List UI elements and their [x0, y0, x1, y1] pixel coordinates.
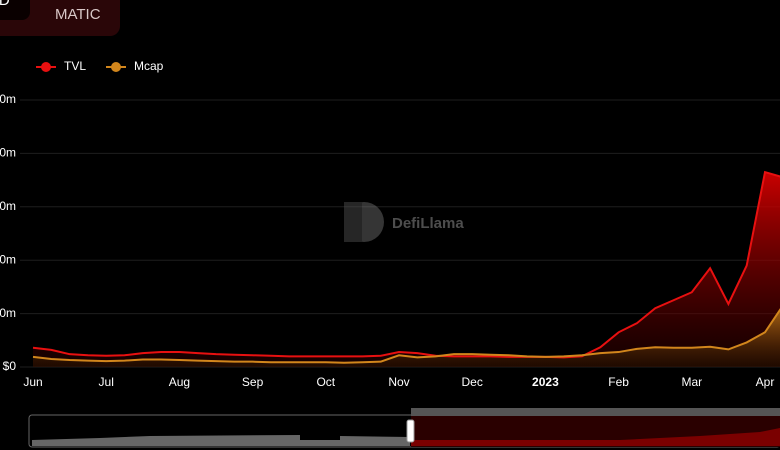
currency-tab[interactable]: MATIC: [55, 6, 101, 23]
currency-tabs: USD MATIC: [0, 0, 120, 36]
y-tick-label: $50m: [0, 92, 16, 106]
watermark: DefiLlama: [344, 202, 464, 242]
x-tick-label: Feb: [608, 375, 629, 389]
line: [32, 170, 780, 359]
area: [33, 172, 780, 367]
brush[interactable]: [28, 408, 780, 448]
y-tick-label: $20m: [0, 252, 16, 266]
x-tick-label: Aug: [169, 375, 190, 389]
y-tick-label: $30m: [0, 199, 16, 213]
legend-swatch: [111, 62, 121, 72]
legend-label: Mcap: [134, 59, 164, 73]
x-tick-label: Nov: [388, 375, 409, 389]
legend-swatch: [41, 62, 51, 72]
line: [32, 308, 780, 364]
watermark-text: DefiLlama: [392, 215, 464, 232]
x-tick-label: Dec: [462, 375, 483, 389]
y-tick-label: $10m: [0, 306, 16, 320]
x-tick-label: Sep: [242, 375, 264, 389]
currency-tab[interactable]: USD: [0, 0, 30, 20]
y-tick-label: $40m: [0, 146, 16, 160]
legend-label: TVL: [64, 59, 86, 73]
x-tick-label: Jul: [99, 375, 114, 389]
x-tick-label: Jun: [23, 375, 42, 389]
x-tick-label: Mar: [681, 375, 702, 389]
x-tick-label: Oct: [316, 375, 335, 389]
x-tick-label: Apr: [756, 375, 775, 389]
currency-tab-label[interactable]: USD: [0, 0, 10, 9]
y-tick-label: $0: [3, 359, 17, 373]
x-tick-label: 2023: [532, 375, 559, 389]
